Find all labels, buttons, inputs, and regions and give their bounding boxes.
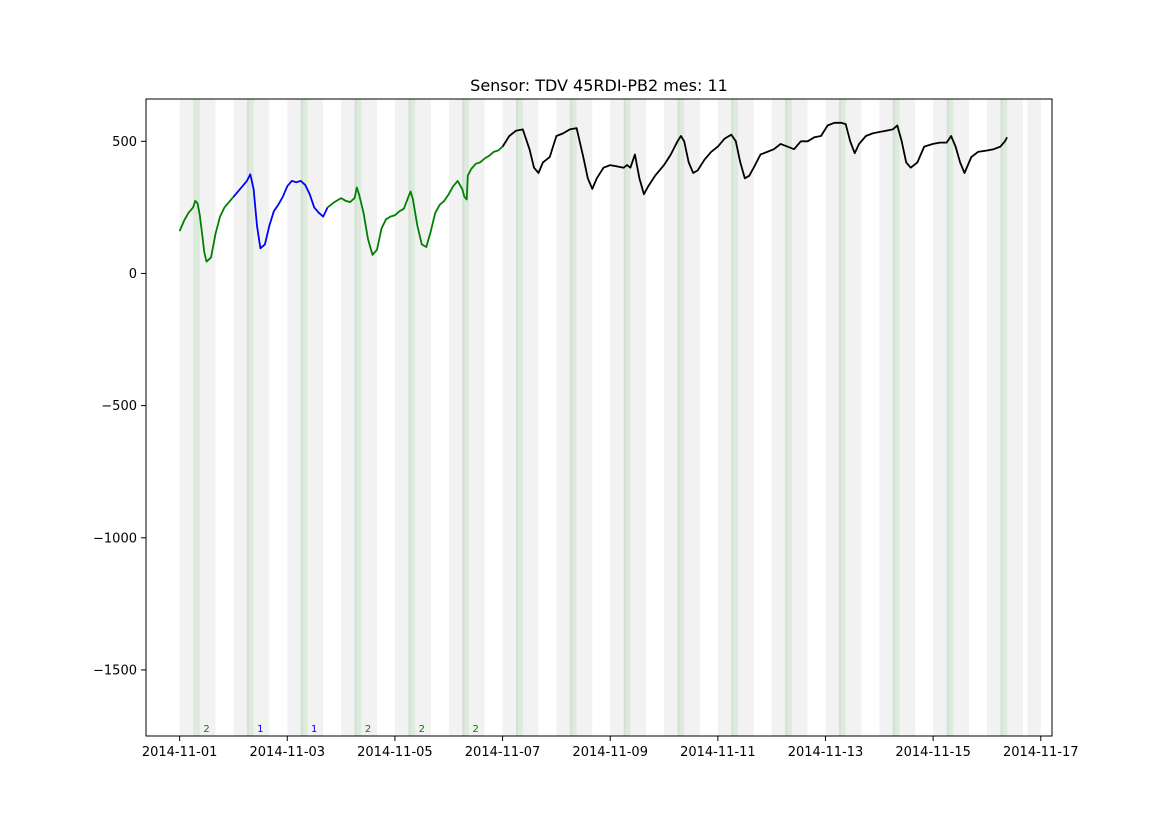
grey-band [253, 99, 270, 736]
green-band [838, 99, 846, 736]
series-line-black [501, 121, 1008, 196]
y-tick-label: −1500 [93, 663, 137, 678]
green-band [408, 99, 416, 736]
x-tick-label: 2014-11-11 [680, 745, 756, 760]
grey-band [664, 99, 680, 736]
green-band [516, 99, 523, 736]
y-axis: 500 0 −500 −1000 −1500 [93, 135, 146, 678]
green-band [623, 99, 631, 736]
grey-band [502, 99, 519, 736]
grey-band [179, 99, 194, 736]
annotation-label: 2 [472, 724, 478, 735]
grey-band [899, 99, 916, 736]
grey-band [953, 99, 970, 736]
green-band [300, 99, 308, 736]
series-line-green [327, 145, 504, 256]
grey-band [986, 99, 1003, 736]
grey-band [341, 99, 357, 736]
grey-band [684, 99, 700, 736]
grey-band [233, 99, 250, 736]
x-tick-label: 2014-11-01 [142, 745, 218, 760]
grey-band [576, 99, 593, 736]
grey-band [468, 99, 485, 736]
x-tick-label: 2014-11-05 [357, 745, 433, 760]
x-tick-label: 2014-11-15 [895, 745, 971, 760]
series-line-blue [232, 173, 329, 250]
grey-band [771, 99, 788, 736]
grey-band [933, 99, 949, 736]
grey-band [630, 99, 647, 736]
green-band [785, 99, 792, 736]
grey-band [415, 99, 431, 736]
annotation-label: 1 [257, 724, 263, 735]
grey-band [717, 99, 734, 736]
grey-band [394, 99, 411, 736]
grey-band [1027, 99, 1041, 736]
x-tick-label: 2014-11-03 [250, 745, 326, 760]
grey-band [879, 99, 896, 736]
grey-band [845, 99, 862, 736]
grey-band [791, 99, 808, 736]
green-band [246, 99, 254, 736]
x-tick-label: 2014-11-09 [572, 745, 648, 760]
green-band [677, 99, 685, 736]
grey-band [522, 99, 539, 736]
grey-band [448, 99, 465, 736]
green-band [946, 99, 954, 736]
grey-band [307, 99, 324, 736]
y-tick-label: −500 [101, 399, 137, 414]
x-tick-label: 2014-11-13 [788, 745, 864, 760]
x-axis: 2014-11-01 2014-11-03 2014-11-05 2014-11-07… [142, 736, 1079, 760]
y-tick-label: 500 [112, 135, 137, 150]
chart-title: Sensor: TDV 45RDI-PB2 mes: 11 [470, 76, 728, 95]
grey-band [825, 99, 842, 736]
green-band [462, 99, 469, 736]
x-tick-label: 2014-11-07 [465, 745, 541, 760]
background-bands [179, 99, 1041, 736]
grey-band [556, 99, 573, 736]
grey-band [1007, 99, 1023, 736]
annotation-label: 2 [419, 724, 425, 735]
green-band [193, 99, 200, 736]
annotation-label: 2 [365, 724, 371, 735]
annotations: 2 1 1 2 2 2 [203, 724, 478, 735]
green-band [1000, 99, 1008, 736]
green-band [731, 99, 739, 736]
green-band [892, 99, 900, 736]
annotation-label: 1 [311, 724, 317, 735]
y-tick-label: −1000 [93, 531, 137, 546]
data-lines [178, 121, 1008, 263]
grey-band [287, 99, 303, 736]
green-band [354, 99, 362, 736]
annotation-label: 2 [203, 724, 209, 735]
series-line-green [178, 196, 235, 263]
grey-band [199, 99, 216, 736]
plot-frame [145, 98, 1053, 737]
grey-band [738, 99, 754, 736]
y-tick-label: 0 [129, 267, 137, 282]
x-tick-label: 2014-11-17 [1003, 745, 1079, 760]
grey-band [361, 99, 377, 736]
green-band [569, 99, 577, 736]
grey-band [610, 99, 626, 736]
